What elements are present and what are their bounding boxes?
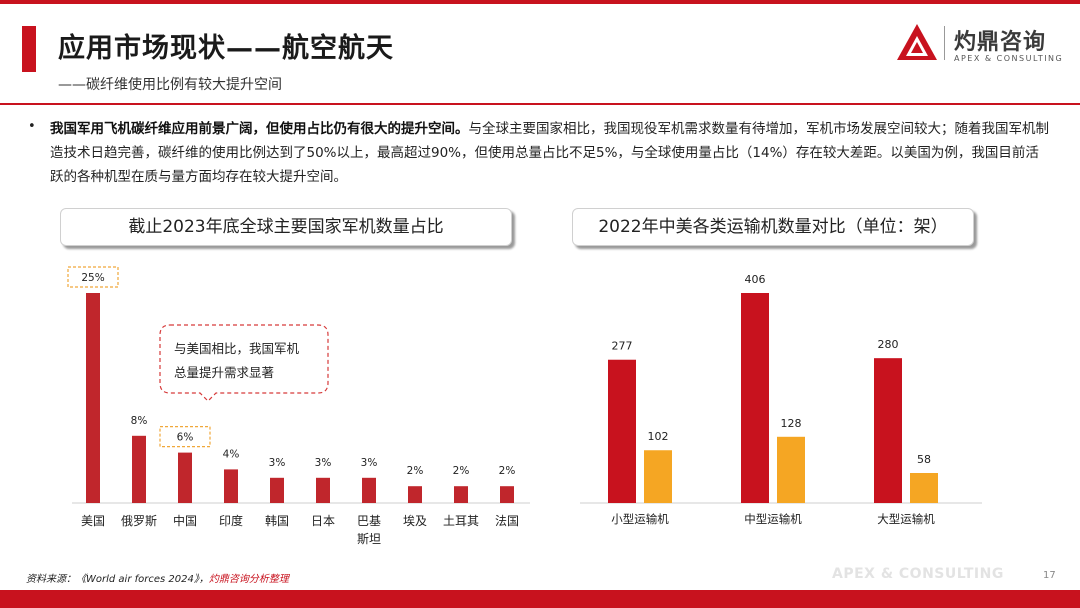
bar-小型运输机-series1 [608, 359, 636, 503]
bullet-normal-text: 与全球主要国家相比，我国现役军机需求数量有待增加，军机市场发展空间较大；随着我国… [50, 121, 1049, 185]
bar-日本 [316, 477, 330, 503]
category-label-俄罗斯: 俄罗斯 [121, 514, 157, 528]
category-label-大型运输机: 大型运输机 [877, 512, 935, 526]
page-title: 应用市场现状——航空航天 [58, 33, 394, 64]
bar-巴基斯坦 [362, 477, 376, 503]
bullet-bold-text: 我国军用飞机碳纤维应用前景广阔，但使用占比仍有很大的提升空间。 [50, 121, 469, 137]
transport-aircraft-chart: 277 102 小型运输机 406 128 中型运输机 280 58 大型运输机 [580, 273, 982, 526]
data-label-中型运输机-series2: 128 [781, 417, 802, 430]
data-label-中型运输机-series1: 406 [745, 273, 766, 286]
category-label-中国: 中国 [173, 513, 197, 528]
category-label-巴基斯坦: 巴基 [357, 514, 381, 528]
data-label-埃及: 2% [407, 465, 424, 477]
top-accent-bar [0, 0, 1080, 4]
bar-埃及 [408, 486, 422, 503]
page-number: 17 [1043, 570, 1056, 581]
right-chart-title: 2022年中美各类运输机数量对比（单位：架） [572, 208, 974, 246]
bar-韩国 [270, 477, 284, 503]
company-logo: 灼鼎咨询 APEX & CONSULTING [896, 18, 1066, 68]
category-label-小型运输机: 小型运输机 [611, 512, 669, 526]
category-label-印度: 印度 [219, 513, 243, 528]
bar-中型运输机-series1 [741, 293, 769, 503]
highlight-box-中国 [159, 426, 211, 448]
data-label-中国: 6% [177, 432, 194, 444]
data-label-美国: 25% [81, 272, 104, 284]
data-label-大型运输机-series2: 58 [917, 453, 931, 466]
category-label-日本: 日本 [311, 514, 335, 528]
category-label-韩国: 韩国 [265, 513, 289, 528]
bar-小型运输机-series2 [644, 450, 672, 503]
source-note: 资料来源：《World air forces 2024》，灼鼎咨询分析整理 [26, 570, 289, 585]
highlight-box-美国 [67, 266, 119, 288]
left-chart-title: 截止2023年底全球主要国家军机数量占比 [60, 208, 512, 246]
bar-印度 [224, 469, 238, 503]
footer-bar [0, 590, 1080, 608]
logo-triangle-icon [897, 24, 937, 60]
bar-大型运输机-series2 [910, 473, 938, 503]
category-label-美国: 美国 [81, 514, 105, 528]
logo-name-cn: 灼鼎咨询 [954, 30, 1047, 55]
category-label-埃及: 埃及 [403, 514, 427, 528]
source-prefix: 资料来源：《World air forces 2024》， [26, 574, 209, 585]
header-divider [0, 103, 1080, 105]
page-subtitle: ——碳纤维使用比例有较大提升空间 [58, 77, 282, 93]
bar-俄罗斯 [132, 435, 146, 503]
title-accent-block [22, 26, 36, 72]
data-label-小型运输机-series2: 102 [648, 430, 669, 443]
military-aircraft-share-chart: 与美国相比，我国军机 总量提升需求显著 25% 美国 8% 俄罗斯 6% 中国 4% 印度 3%… [67, 266, 530, 546]
logo-name-en: APEX & CONSULTING [954, 54, 1064, 63]
category-label-中型运输机: 中型运输机 [744, 512, 802, 526]
bar-美国 [86, 293, 100, 503]
bar-法国 [500, 486, 514, 503]
data-label-日本: 3% [315, 457, 332, 469]
category-label-巴基斯坦-line2: 斯坦 [357, 532, 381, 546]
bullet-marker: • [28, 119, 36, 134]
callout-text-line1: 与美国相比，我国军机 [174, 341, 300, 356]
bar-大型运输机-series1 [874, 358, 902, 503]
data-label-俄罗斯: 8% [131, 415, 148, 427]
data-label-韩国: 3% [269, 457, 286, 469]
data-label-小型运输机-series1: 277 [612, 340, 633, 353]
footer-watermark: APEX & CONSULTING [832, 566, 1004, 582]
data-label-大型运输机-series1: 280 [878, 338, 899, 351]
data-label-土耳其: 2% [453, 465, 470, 477]
data-label-巴基斯坦: 3% [361, 457, 378, 469]
bullet-paragraph: 我国军用飞机碳纤维应用前景广阔，但使用占比仍有很大的提升空间。与全球主要国家相比… [50, 117, 1050, 189]
data-label-印度: 4% [223, 448, 240, 460]
category-label-土耳其: 土耳其 [443, 514, 479, 528]
callout-bubble [159, 324, 329, 402]
bar-土耳其 [454, 486, 468, 503]
bar-中型运输机-series2 [777, 436, 805, 503]
source-organization: 灼鼎咨询分析整理 [208, 574, 289, 585]
logo-divider [944, 26, 945, 60]
category-label-法国: 法国 [495, 514, 519, 528]
data-label-法国: 2% [499, 465, 516, 477]
callout-text-line2: 总量提升需求显著 [174, 365, 274, 380]
bar-中国 [178, 452, 192, 503]
